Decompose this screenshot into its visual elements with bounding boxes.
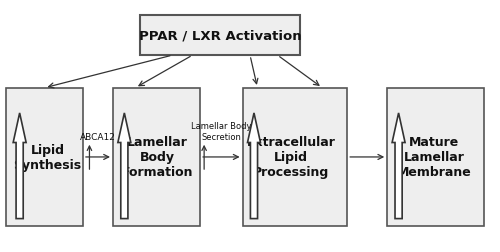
Polygon shape — [248, 113, 260, 219]
Text: Lipid
Synthesis: Lipid Synthesis — [14, 143, 82, 171]
Polygon shape — [392, 113, 405, 219]
FancyBboxPatch shape — [6, 88, 83, 226]
Text: Extracellular
Lipid
Processing: Extracellular Lipid Processing — [246, 136, 336, 179]
Text: ABCA12: ABCA12 — [80, 132, 116, 141]
FancyBboxPatch shape — [140, 16, 300, 56]
Text: PPAR / LXR Activation: PPAR / LXR Activation — [139, 29, 302, 42]
FancyBboxPatch shape — [113, 88, 200, 226]
FancyBboxPatch shape — [242, 88, 347, 226]
Polygon shape — [13, 113, 26, 219]
FancyBboxPatch shape — [387, 88, 484, 226]
Polygon shape — [118, 113, 131, 219]
Text: Lamellar
Body
Formation: Lamellar Body Formation — [122, 136, 193, 179]
Text: Lamellar Body
Secretion: Lamellar Body Secretion — [192, 122, 252, 141]
Text: Mature
Lamellar
Membrane: Mature Lamellar Membrane — [396, 136, 471, 179]
